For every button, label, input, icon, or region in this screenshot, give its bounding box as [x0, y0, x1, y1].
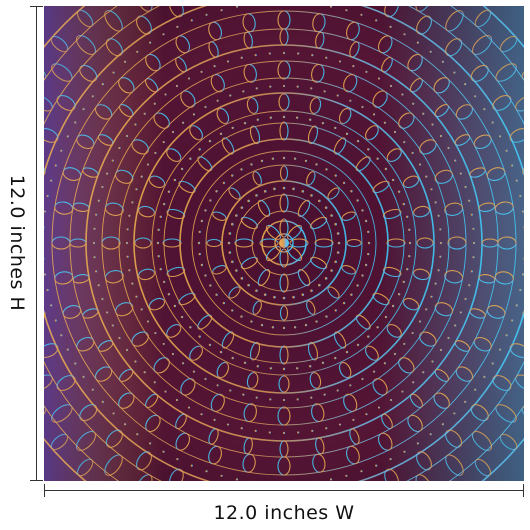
width-label: 12.0 inches W	[213, 502, 355, 524]
mandala-artwork	[44, 6, 524, 481]
height-dimension-line	[30, 6, 44, 481]
mandala-svg	[44, 6, 524, 481]
height-label: 12.0 inches H	[6, 174, 28, 312]
mandala-rings	[44, 6, 524, 481]
width-dimension-line	[44, 484, 524, 498]
